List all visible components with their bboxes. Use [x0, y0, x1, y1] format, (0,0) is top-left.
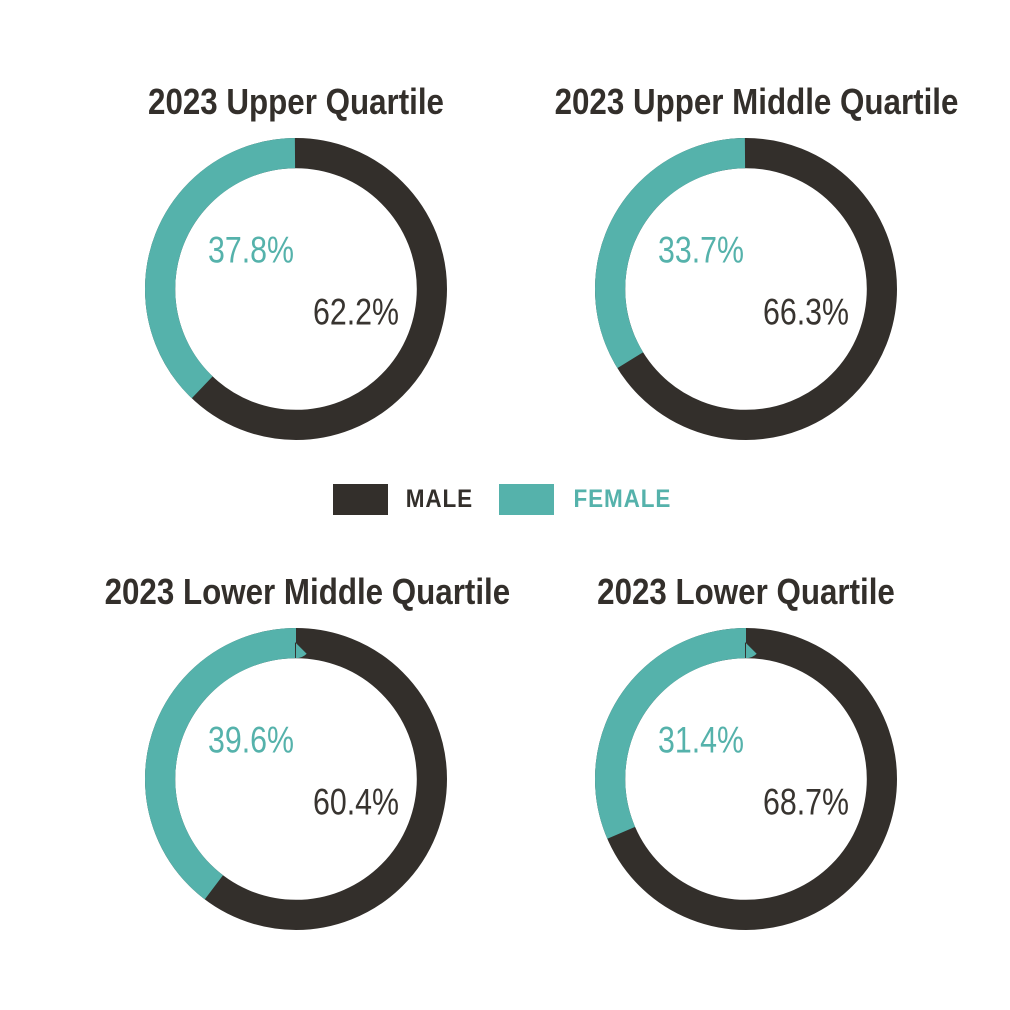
- chart-2023-upper-quartile: 2023 Upper Quartile 37.8% 62.2%: [76, 80, 516, 440]
- female-percentage-label: 33.7%: [657, 229, 744, 271]
- male-legend-swatch: [333, 484, 389, 515]
- male-percentage-label: 60.4%: [313, 781, 400, 823]
- chart-2023-lower-middle-quartile: 2023 Lower Middle Quartile 39.6% 60.4%: [76, 570, 516, 930]
- male-percentage-label: 66.3%: [763, 291, 850, 333]
- chart-title: 2023 Upper Quartile: [148, 81, 444, 122]
- donut-ring: [595, 138, 897, 440]
- female-percentage-label: 37.8%: [207, 229, 294, 271]
- female-legend-swatch: [499, 484, 555, 515]
- female-arc: [595, 628, 897, 930]
- female-percentage-label: 31.4%: [657, 719, 744, 761]
- female-arc: [145, 628, 447, 930]
- donut-chart: 31.4% 68.7%: [595, 628, 897, 930]
- female-arc: [145, 138, 447, 440]
- chart-2023-upper-middle-quartile: 2023 Upper Middle Quartile 33.7% 66.3%: [526, 80, 966, 440]
- legend: MALE FEMALE: [0, 484, 1010, 515]
- donut-ring: [595, 628, 897, 930]
- female-arc: [595, 138, 897, 440]
- chart-title: 2023 Lower Quartile: [597, 571, 895, 612]
- female-legend-label: FEMALE: [573, 485, 672, 513]
- donut-chart: 39.6% 60.4%: [145, 628, 447, 930]
- female-percentage-label: 39.6%: [207, 719, 294, 761]
- chart-2023-lower-quartile: 2023 Lower Quartile 31.4% 68.7%: [526, 570, 966, 930]
- chart-title: 2023 Upper Middle Quartile: [554, 81, 959, 122]
- male-legend-label: MALE: [405, 485, 474, 513]
- donut-ring: [145, 628, 447, 930]
- male-percentage-label: 68.7%: [763, 781, 850, 823]
- donut-chart: 33.7% 66.3%: [595, 138, 897, 440]
- male-percentage-label: 62.2%: [313, 291, 400, 333]
- chart-title: 2023 Lower Middle Quartile: [104, 571, 511, 612]
- donut-ring: [145, 138, 447, 440]
- donut-chart: 37.8% 62.2%: [145, 138, 447, 440]
